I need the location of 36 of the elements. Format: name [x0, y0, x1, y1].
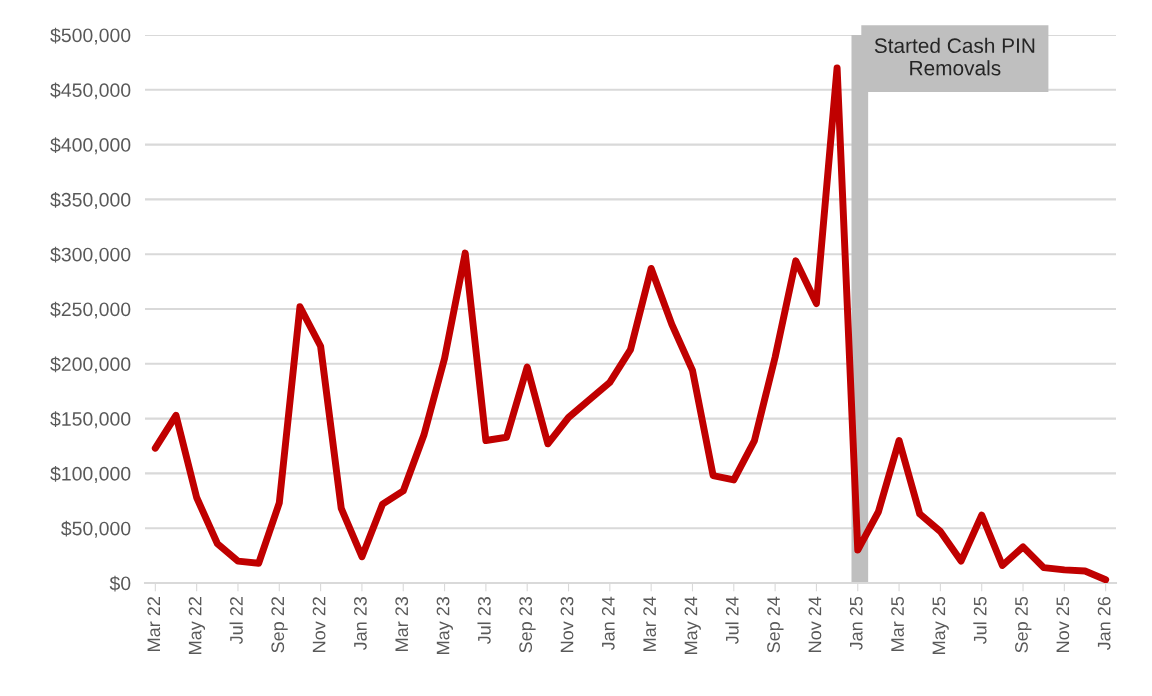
x-tick-label: Nov 22	[312, 597, 326, 652]
y-tick-label: $350,000	[50, 192, 131, 209]
x-tick-label: Jul 24	[725, 596, 739, 645]
y-tick-label: $250,000	[50, 301, 131, 319]
x-tick-label: Jul 22	[229, 597, 243, 645]
y-tick-label: $400,000	[50, 137, 131, 155]
y-tick-label: $0	[109, 575, 131, 592]
x-tick-label: Mar 25	[891, 596, 904, 651]
y-tick-label: $300,000	[50, 246, 131, 264]
x-tick-label: Nov 23	[560, 596, 574, 652]
x-tick-label: May 24	[684, 596, 701, 654]
x-tick-label: Jan 24	[601, 596, 615, 651]
y-tick-label: $100,000	[50, 466, 131, 483]
x-tick-label: Mar 22	[147, 597, 161, 651]
x-tick-label: Sep 23	[519, 596, 536, 653]
x-tick-label: Sep 24	[767, 596, 784, 653]
x-tick-label: Mar 24	[643, 596, 657, 651]
x-tick-label: Jul 25	[973, 596, 987, 645]
y-tick-label: $500,000	[50, 27, 131, 45]
x-tick-label: Jul 23	[477, 596, 491, 645]
x-tick-label: May 25	[932, 596, 949, 654]
x-tick-label: Sep 22	[271, 597, 288, 653]
x-tick-label: May 23	[436, 596, 453, 654]
x-tick-label: Nov 25	[1056, 596, 1070, 652]
x-tick-label: Jan 23	[353, 596, 367, 651]
x-tick-label: Mar 23	[395, 596, 409, 651]
y-tick-label: $50,000	[61, 520, 131, 538]
x-tick-label: Jan 26	[1097, 596, 1111, 651]
y-tick-label: $150,000	[50, 411, 131, 429]
x-tick-label: May 22	[188, 597, 206, 654]
x-tick-label: Nov 24	[808, 596, 822, 652]
ref-line-label: Started Cash PIN Removals	[874, 37, 1035, 76]
x-tick-label: Sep 25	[1015, 596, 1032, 653]
y-tick-label: $200,000	[50, 356, 131, 374]
y-tick-label: $450,000	[50, 82, 131, 100]
x-tick-label: Jan 25	[849, 596, 863, 651]
